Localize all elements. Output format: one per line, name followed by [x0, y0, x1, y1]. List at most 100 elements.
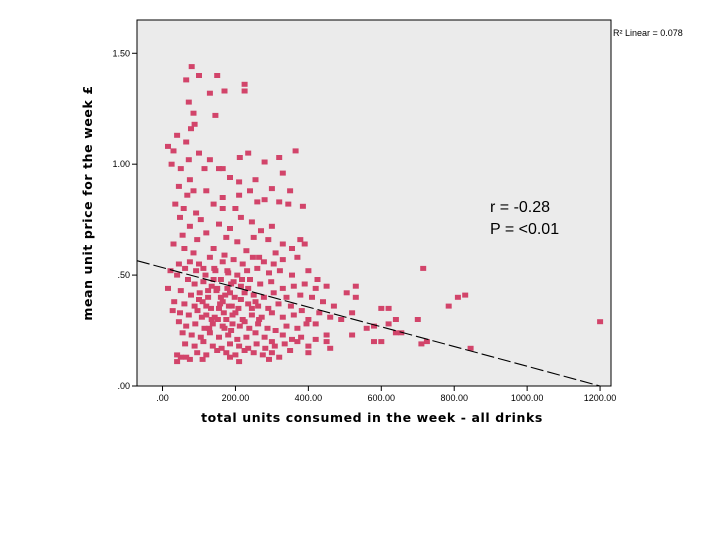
data-point [203, 312, 210, 318]
data-point [276, 268, 283, 274]
data-point [186, 356, 193, 362]
data-point [188, 64, 195, 70]
data-point [177, 354, 184, 360]
data-point [183, 323, 190, 329]
data-point [177, 166, 184, 172]
data-point [260, 294, 267, 300]
data-point [392, 317, 399, 322]
data-point [214, 317, 221, 322]
data-point [236, 155, 243, 160]
data-point [218, 345, 225, 351]
data-point [268, 310, 275, 316]
data-point [294, 339, 301, 345]
data-point [206, 157, 213, 163]
x-axis-title: total units consumed in the week - all d… [201, 410, 543, 425]
data-point [249, 254, 256, 260]
data-point [323, 339, 330, 345]
data-point [188, 126, 194, 132]
data-point [194, 350, 201, 356]
data-point [467, 345, 474, 351]
data-point [216, 221, 222, 227]
data-point [292, 148, 299, 154]
data-point [165, 143, 171, 149]
data-point [181, 301, 188, 307]
data-point [303, 321, 310, 327]
y-tick-label: .00 [117, 381, 130, 391]
data-point [246, 325, 253, 331]
data-point [227, 290, 233, 296]
data-point [183, 354, 190, 360]
data-point [262, 345, 269, 351]
data-point [454, 294, 461, 300]
data-point [268, 279, 275, 285]
data-point [210, 246, 217, 251]
data-point [252, 177, 259, 183]
data-point [244, 268, 251, 274]
data-point [174, 352, 181, 358]
data-point [260, 259, 267, 265]
data-point [309, 294, 315, 300]
data-point [182, 341, 189, 347]
data-point [420, 265, 427, 271]
x-tick-label: .00 [156, 393, 169, 403]
data-point [194, 308, 201, 314]
data-point [191, 343, 198, 349]
x-tick-label: 600.00 [368, 393, 396, 403]
data-point [190, 188, 197, 194]
data-point [247, 277, 253, 282]
data-point [245, 301, 252, 307]
data-point [414, 317, 421, 322]
data-point [170, 148, 177, 154]
data-point [305, 343, 312, 349]
data-point [203, 188, 210, 194]
data-point [252, 299, 259, 305]
data-point [236, 179, 243, 185]
data-point [227, 354, 233, 360]
data-point [234, 239, 241, 245]
data-point [349, 310, 356, 316]
data-point [221, 252, 228, 258]
data-point [206, 330, 213, 336]
data-point [279, 241, 286, 247]
data-point [177, 288, 184, 294]
data-point [219, 299, 226, 305]
data-point [352, 283, 359, 289]
data-point [208, 305, 214, 311]
data-point [259, 352, 266, 358]
data-point [245, 285, 252, 291]
data-point [254, 265, 261, 271]
data-point [237, 297, 244, 302]
data-point [175, 183, 182, 189]
data-point [264, 325, 271, 331]
data-point [301, 241, 308, 247]
data-point [174, 132, 181, 138]
data-point [239, 261, 246, 267]
data-point [200, 279, 207, 285]
data-point [285, 201, 292, 207]
data-point [228, 328, 235, 333]
data-point [214, 73, 221, 78]
data-point [180, 206, 187, 211]
x-tick-label: 1200.00 [584, 393, 617, 403]
data-point [266, 270, 272, 276]
data-point [210, 277, 217, 282]
y-tick-label: 1.00 [112, 159, 130, 169]
data-point [241, 88, 248, 94]
data-point [224, 285, 231, 291]
data-point [205, 294, 212, 300]
data-point [190, 110, 197, 116]
data-point [378, 339, 385, 345]
data-point [294, 325, 301, 331]
data-point [245, 150, 252, 156]
data-point [225, 332, 232, 338]
data-point [385, 321, 392, 327]
data-point [243, 334, 250, 340]
data-point [216, 166, 222, 172]
data-point [196, 290, 203, 296]
data-point [208, 283, 215, 289]
data-point [223, 350, 230, 356]
data-point [183, 139, 190, 145]
data-point [276, 155, 283, 160]
data-point [298, 334, 305, 340]
data-point [186, 223, 193, 229]
